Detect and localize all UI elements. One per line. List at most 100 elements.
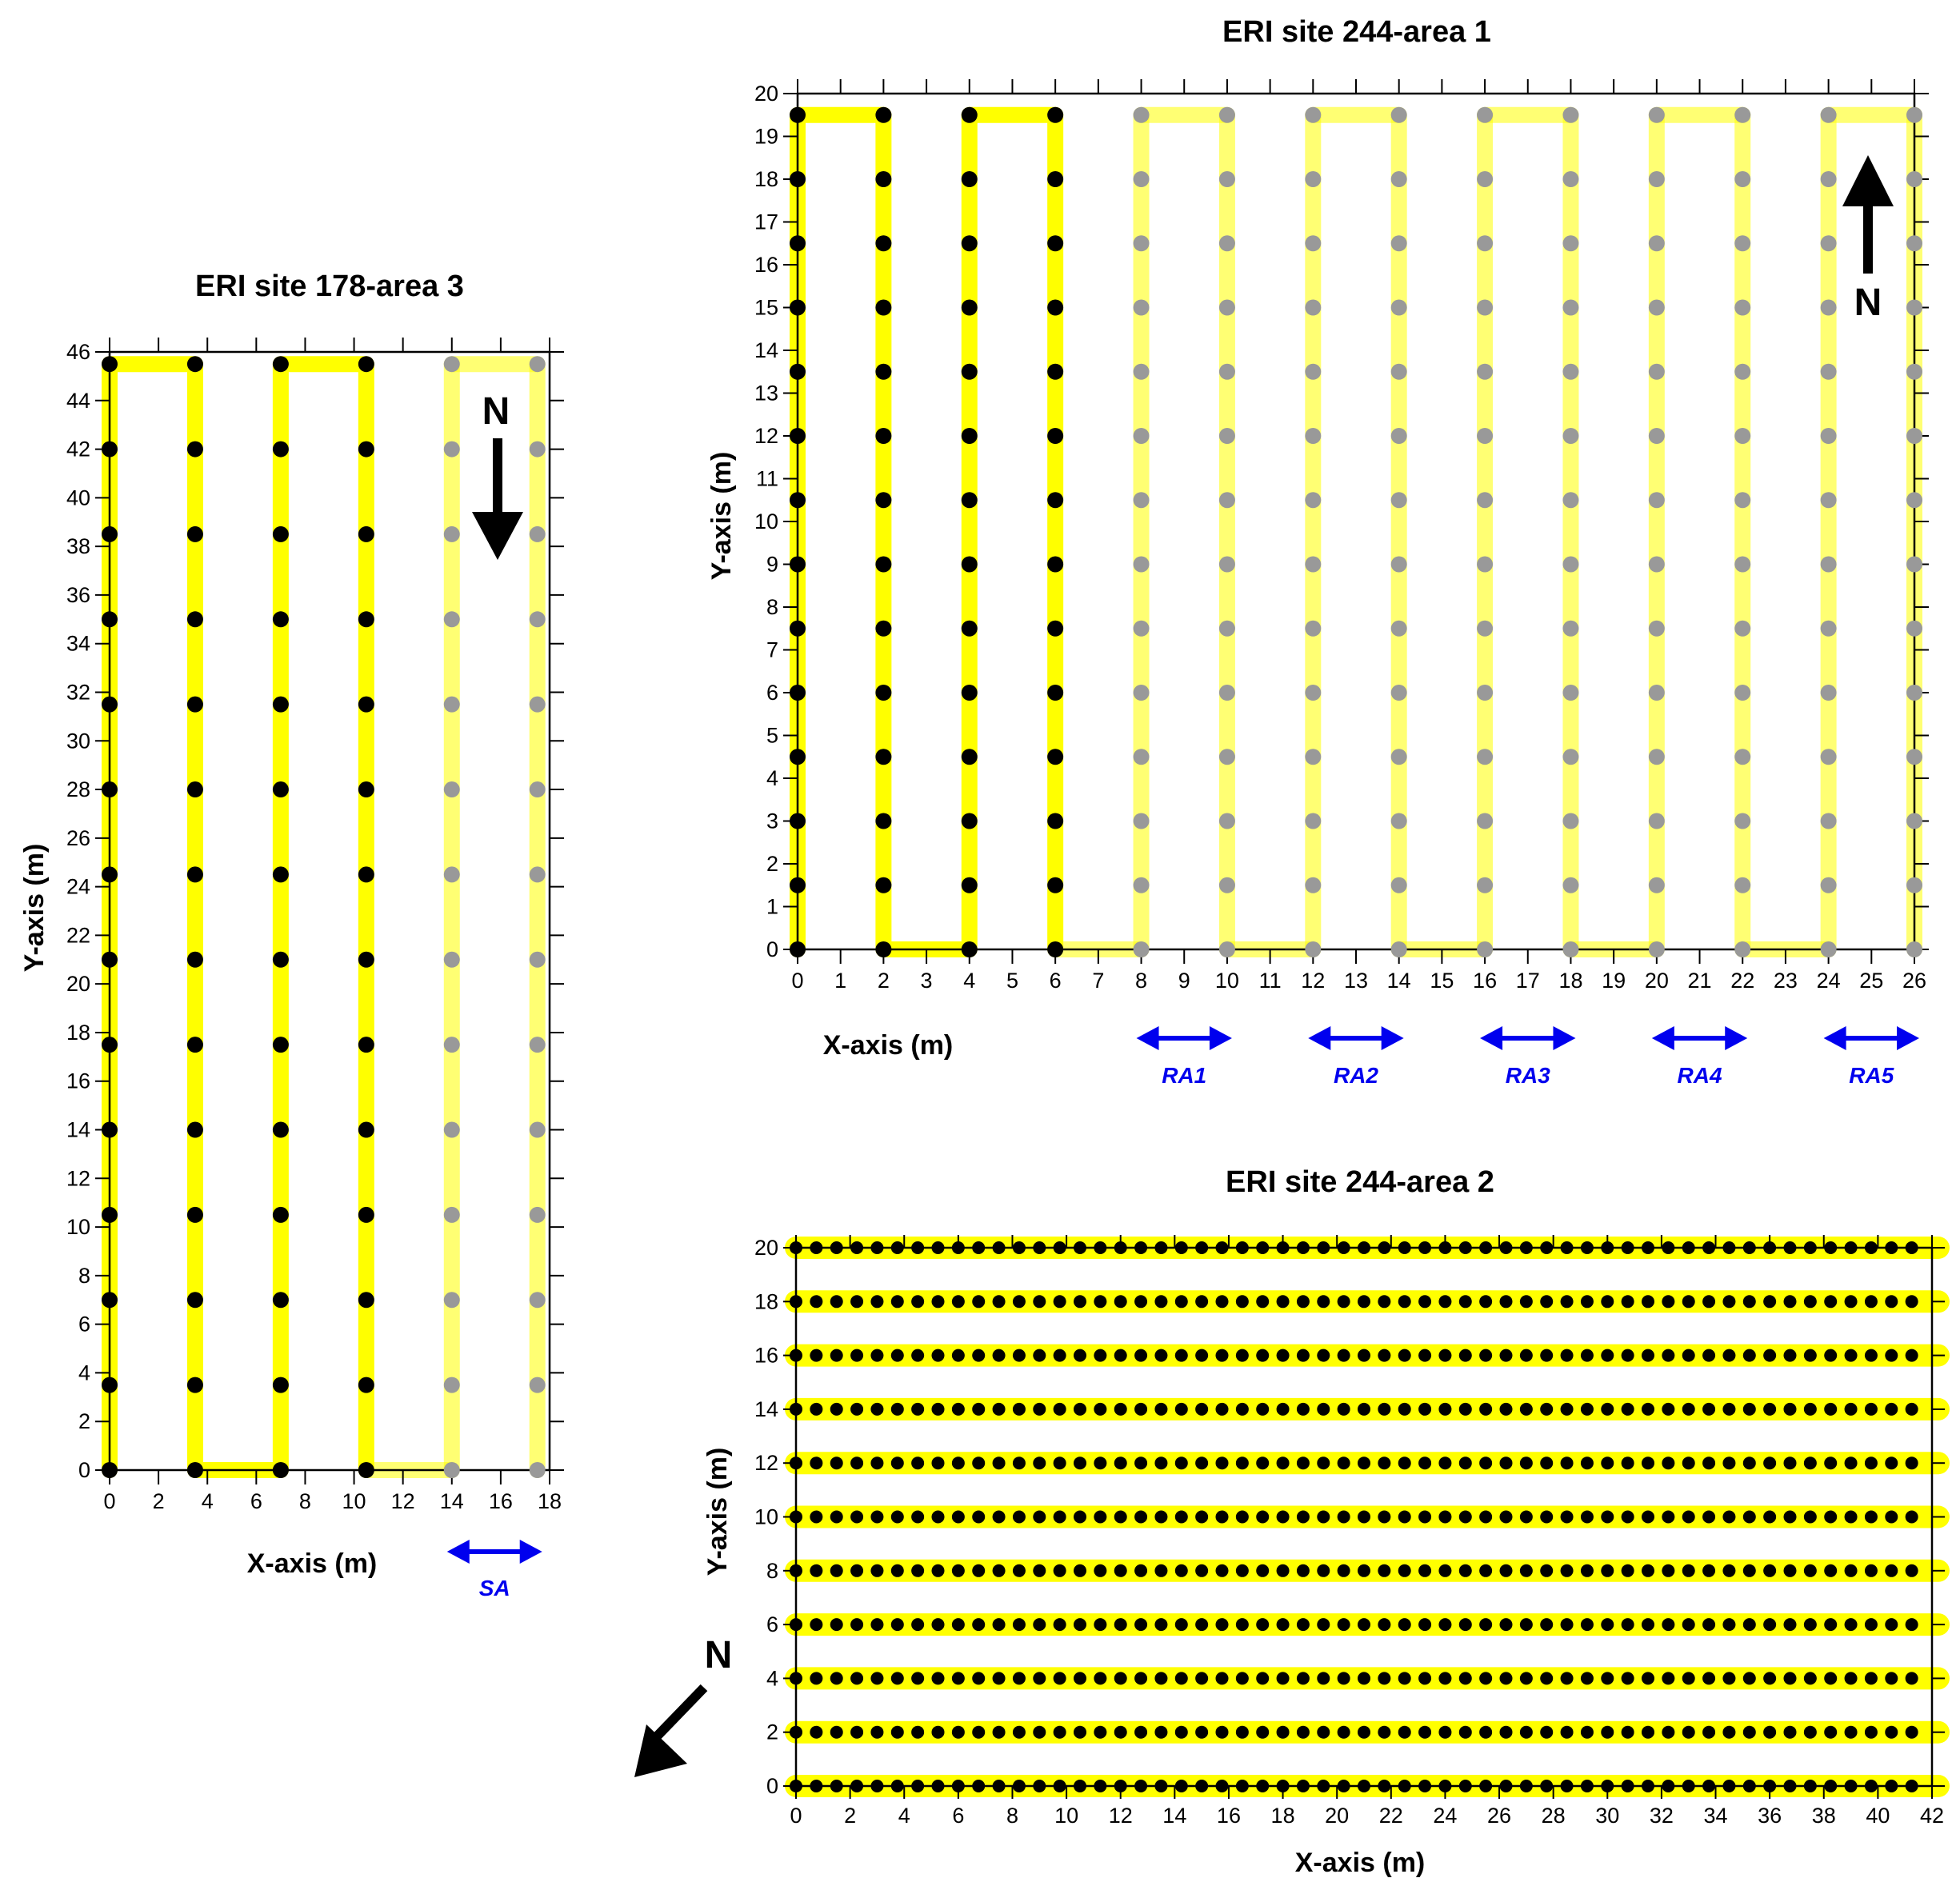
y-tick-label: 11 [756,467,778,491]
x-tick-label: 8 [1006,1804,1018,1828]
electrode-point [931,1402,945,1416]
electrode-point [850,1402,864,1416]
electrode-point [1074,1780,1086,1792]
electrode-point [443,525,460,542]
electrode-point [1824,1780,1838,1792]
electrode-point [1906,492,1922,509]
electrode-point [1296,1618,1310,1632]
electrode-point [1337,1780,1350,1792]
electrode-point [1763,1672,1777,1685]
y-tick-label: 12 [754,424,778,448]
electrode-point [850,1672,864,1685]
electrode-point [1824,1618,1838,1632]
electrode-point [972,1672,986,1685]
electrode-point [890,1295,904,1309]
electrode-point [443,441,460,458]
electrode-point [1438,1672,1452,1685]
electrode-point [1218,363,1235,380]
electrode-point [1218,556,1235,573]
electrode-point [1722,1672,1736,1685]
electrode-point [870,1564,884,1577]
electrode-point [1296,1349,1310,1362]
electrode-point [1562,877,1579,893]
electrode-point [1337,1349,1350,1362]
electrode-point [1499,1456,1513,1470]
electrode-point [1053,1510,1066,1524]
electrode-point [1235,1456,1249,1470]
electrode-point [850,1725,864,1739]
electrode-point [443,356,460,373]
electrode-point [529,1206,546,1223]
electrode-point [186,356,203,373]
electrode-point [1601,1672,1614,1685]
electrode-point [529,1292,546,1309]
electrode-point [102,611,118,628]
electrode-point [1114,1725,1127,1739]
electrode-point [890,1780,904,1792]
electrode-point [1114,1456,1127,1470]
electrode-point [1133,685,1150,701]
electrode-point [1682,1780,1695,1792]
electrode-point [529,696,546,713]
electrode-point [1722,1456,1736,1470]
y-axis-label: Y-axis (m) [706,452,737,581]
electrode-point [1763,1241,1777,1254]
electrode-point [1763,1780,1777,1792]
electrode-point [1012,1295,1026,1309]
electrode-point [1047,556,1064,573]
electrode-point [1235,1295,1249,1309]
y-tick-label: 10 [66,1215,90,1239]
electrode-point [1763,1725,1777,1739]
electrode-point [1864,1402,1878,1416]
electrode-point [790,1241,802,1254]
electrode-point [1601,1241,1614,1254]
electrode-point [102,441,118,458]
electrode-point [1276,1349,1290,1362]
electrode-point [1642,1402,1654,1416]
electrode-point [1133,813,1150,829]
electrode-point [1235,1510,1249,1524]
electrode-point [1305,749,1322,765]
electrode-point [870,1241,884,1254]
electrode-point [1154,1672,1168,1685]
electrode-point [870,1672,884,1685]
north-label: N [482,390,510,433]
x-tick-label: 10 [1215,969,1239,993]
electrode-point [951,1510,965,1524]
x-tick-label: 5 [1006,969,1018,993]
electrode-point [1722,1618,1736,1632]
electrode-point [1601,1780,1614,1792]
x-tick-label: 34 [1704,1804,1728,1828]
electrode-point [1047,813,1064,829]
y-tick-label: 2 [78,1409,90,1433]
electrode-point [358,951,374,968]
electrode-point [272,866,289,883]
electrode-point [1540,1780,1554,1792]
electrode-point [1337,1618,1350,1632]
electrode-point [1621,1618,1634,1632]
arrow-head-left-icon [1136,1026,1159,1050]
x-tick-label: 6 [250,1489,262,1513]
panel-site-244-area-2: 0 2 4 6 8 10 12 14 16 18 20 22 24 26 28 30 32 34 36 38 40 420… [634,1165,1950,1878]
electrode-point [1074,1295,1086,1309]
electrode-point [1601,1456,1614,1470]
electrode-point [810,1725,823,1739]
electrode-point [1378,1780,1391,1792]
y-tick-label: 0 [766,937,778,961]
electrode-point [790,1780,802,1792]
electrode-point [1824,1672,1838,1685]
electrode-point [1033,1780,1046,1792]
electrode-point [875,749,892,765]
electrode-point [1906,877,1922,893]
electrode-point [1477,235,1494,252]
electrode-point [1499,1241,1513,1254]
electrode-point [1174,1295,1188,1309]
electrode-point [1074,1402,1086,1416]
electrode-point [1438,1618,1452,1632]
y-tick-label: 6 [78,1313,90,1337]
electrode-point [1562,941,1579,957]
electrode-point [1256,1780,1270,1792]
electrode-point [790,1295,802,1309]
electrode-point [1519,1241,1533,1254]
electrode-point [951,1241,965,1254]
